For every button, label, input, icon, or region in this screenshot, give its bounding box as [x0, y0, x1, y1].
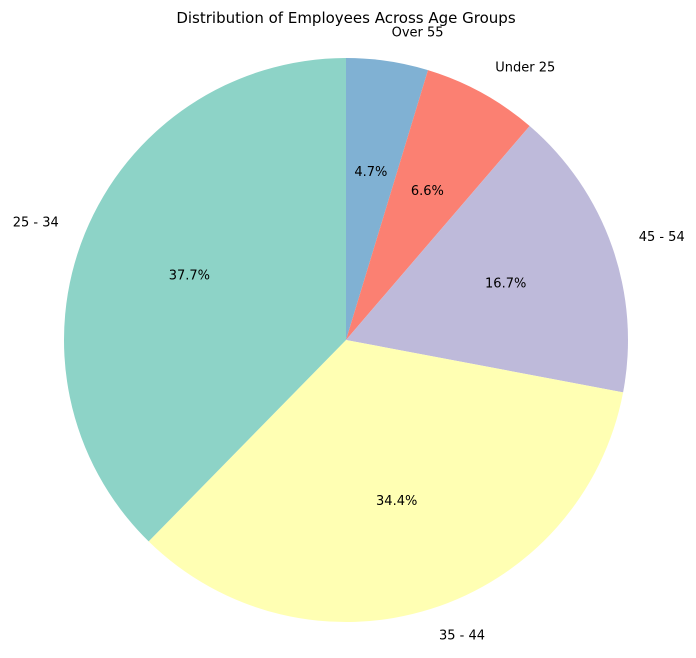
pie-slices [63, 58, 629, 623]
pie-slice-45-54 [346, 126, 629, 393]
slice-percent-label: 37.7% [169, 269, 210, 284]
slice-label: 25 - 34 [13, 215, 59, 230]
pie-slice-35-44 [148, 340, 624, 623]
slice-label: Under 25 [495, 61, 555, 76]
slice-percent-label: 4.7% [354, 165, 387, 180]
slice-label: 35 - 44 [439, 628, 485, 643]
pie-slice-under-25 [346, 70, 530, 341]
pie-labels: Over 55 4.7% Under 25 6.6% 45 - 54 16.7% 35 - … [13, 26, 685, 644]
pie-slice-over-55 [346, 58, 428, 340]
slice-percent-label: 34.4% [376, 494, 417, 509]
slice-percent-label: 6.6% [411, 184, 444, 199]
pie-slice-25-34 [63, 58, 346, 542]
slice-label: 45 - 54 [639, 230, 685, 245]
slice-percent-label: 16.7% [485, 277, 526, 292]
slice-label: Over 55 [392, 26, 444, 41]
chart-title: Distribution of Employees Across Age Gro… [176, 9, 515, 27]
